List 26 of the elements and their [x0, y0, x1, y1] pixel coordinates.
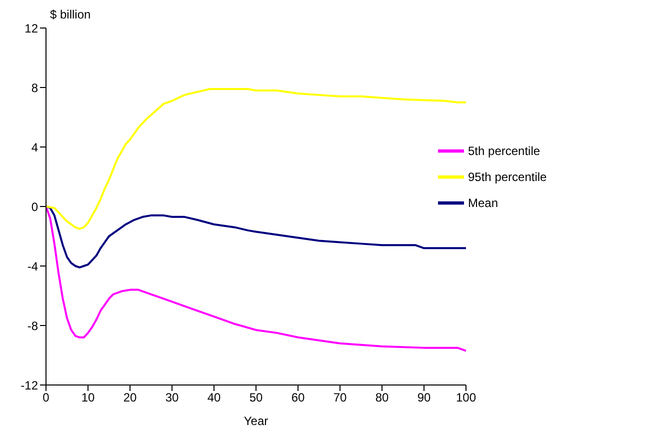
x-tick-label: 60: [291, 390, 305, 405]
y-tick-label: 4: [31, 140, 38, 154]
y-tick-label: 0: [31, 200, 38, 214]
x-tick-label: 90: [417, 390, 431, 405]
x-tick-label: 30: [165, 390, 179, 405]
legend-label: 95th percentile: [468, 170, 547, 184]
x-tick-label: 80: [375, 390, 389, 405]
y-tick-label: 12: [24, 21, 38, 36]
x-axis-title: Year: [244, 414, 268, 428]
x-tick-label: 100: [456, 390, 476, 405]
y-tick-label: 8: [31, 80, 38, 95]
x-tick-label: 0: [42, 390, 50, 405]
y-tick-label: -12: [20, 378, 38, 392]
line-series: [46, 206, 466, 352]
legend-label: 5th percentile: [468, 144, 540, 158]
y-tick-label: -8: [27, 318, 38, 333]
x-tick-label: 10: [81, 390, 95, 405]
y-tick-label: -4: [27, 259, 38, 274]
legend-label: Mean: [468, 196, 498, 210]
x-tick-label: 70: [333, 390, 347, 405]
line-series: [46, 206, 466, 268]
x-tick-label: 20: [123, 390, 137, 405]
y-axis-title: $ billion: [50, 8, 91, 22]
x-tick-label: 50: [249, 390, 263, 405]
line-series: [46, 88, 466, 230]
x-tick-label: 40: [207, 390, 221, 405]
